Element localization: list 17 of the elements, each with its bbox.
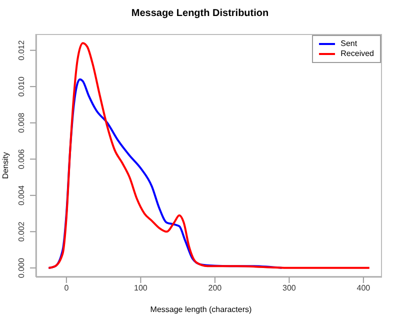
y-tick-label: 0.008 [17, 112, 26, 133]
y-tick-label: 0.006 [17, 148, 26, 170]
x-tick-label: 300 [282, 284, 296, 293]
y-tick-label: 0.010 [17, 76, 26, 97]
y-axis-title: Density [0, 152, 10, 179]
x-tick-label: 0 [64, 284, 70, 293]
x-tick-label: 100 [134, 284, 148, 293]
x-tick-label: 200 [208, 284, 222, 293]
y-tick-label: 0.012 [17, 40, 26, 60]
y-tick-label: 0.000 [17, 257, 26, 278]
y-tick-label: 0.004 [17, 184, 26, 206]
x-tick-label: 400 [356, 284, 371, 293]
legend-label: Sent [340, 39, 358, 49]
chart-title: Message Length Distribution [130, 8, 270, 19]
legend-label: Received [340, 49, 374, 59]
y-tick-label: 0.002 [17, 221, 26, 242]
x-axis-title: Message length (characters) [149, 305, 253, 314]
